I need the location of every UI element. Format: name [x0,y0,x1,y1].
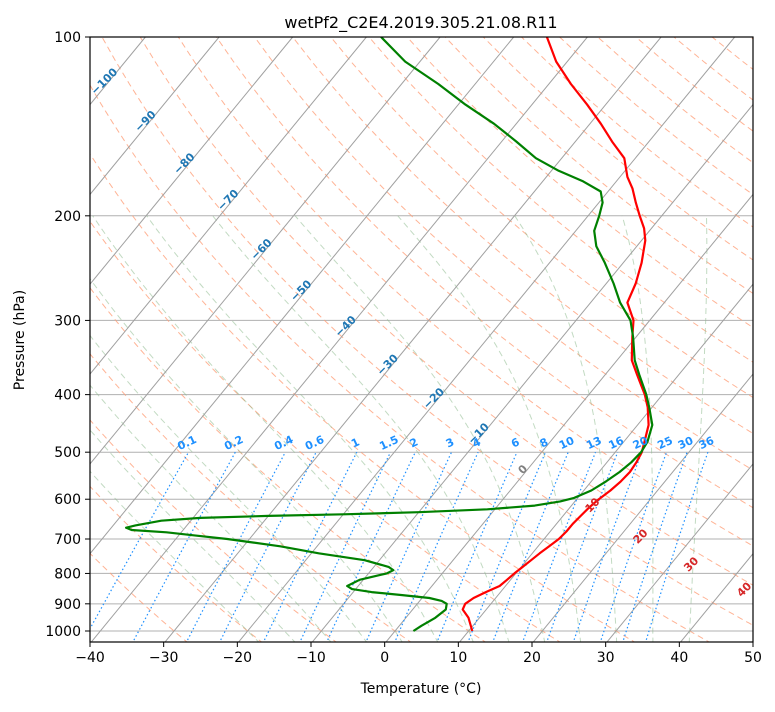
moist-adiabat-line [689,216,707,644]
dry-adiabat-line [331,37,775,644]
isotherm-label: −30 [374,351,401,378]
isotherm-label: −40 [332,313,359,340]
moist-adiabat-line [0,216,260,644]
isotherm-label: −100 [88,65,120,97]
x-tick-label: 50 [744,650,762,666]
mixing-ratio-line [645,452,708,643]
dry-adiabat-line [255,37,775,644]
dry-adiabat-line [0,37,413,644]
y-tick-label: 900 [54,597,81,613]
chart-title: wetPf2_C2E4.2019.305.21.08.R11 [284,13,557,33]
mixing-ratio-line [219,452,316,643]
dry-adiabat-line [560,37,775,644]
moist-adiabat-line [0,216,296,644]
dry-adiabat-line [0,37,488,644]
dry-adiabat-line [674,37,775,644]
isotherm-label: −90 [132,108,159,135]
mixing-ratio-label: 6 [509,435,522,450]
plot-frame [90,37,753,642]
mixing-ratio-label: 1.5 [377,433,400,453]
isotherm-line [0,37,440,644]
dry-adiabat-line [64,37,712,644]
dry-adiabat-line [0,37,562,644]
y-tick-label: 400 [54,388,81,404]
mixing-ratio-label: 20 [631,434,651,452]
mixing-ratio-line [186,452,285,643]
isotherm-line [90,37,587,644]
mixing-ratio-line [299,452,390,643]
y-tick-label: 600 [54,492,81,508]
mixing-ratio-line [436,452,517,643]
mixing-ratio-line [492,452,568,643]
isotherm-line [164,37,661,644]
mixing-ratio-label: 0.2 [222,433,245,453]
moist-adiabat-label: 20 [631,526,651,546]
dry-adiabat-line [445,37,775,644]
x-tick-label: 0 [380,650,389,666]
mixing-ratio-label: 0.1 [175,433,198,453]
x-tick-label: 20 [523,650,541,666]
isotherm-label: −80 [171,150,198,177]
x-axis-label: Temperature (°C) [360,681,482,697]
profile-lines [126,37,652,631]
x-tick-label: 10 [449,650,467,666]
y-tick-label: 200 [54,209,81,225]
dry-adiabat-line [0,37,189,644]
isotherm-line [16,37,513,644]
isotherm-label: −50 [288,277,315,304]
isotherm-label: −60 [248,236,275,263]
background-lines [0,37,775,644]
moist-adiabat-line [48,216,404,644]
x-tick-label: −20 [223,650,253,666]
dry-adiabat-line [0,37,338,644]
mixing-ratio-label: 2 [408,436,420,451]
dry-adiabat-line [0,37,264,644]
x-tick-label: −40 [75,650,105,666]
y-tick-label: 1000 [45,624,81,640]
dry-adiabat-line [178,37,775,644]
moist-adiabat-label: 40 [734,579,754,599]
isotherm-label: −20 [421,385,448,412]
isotherm-line [532,37,775,644]
mixing-ratio-line [468,452,546,643]
dry-adiabat-line [369,37,775,644]
mixing-ratio-label: 30 [676,434,696,452]
dewpoint-profile-line [126,37,652,631]
mixing-ratio-label: 8 [538,436,550,451]
mixing-ratio-line [82,452,189,643]
isotherm-line [753,37,775,644]
mixing-ratio-label: 16 [607,434,627,452]
y-tick-label: 500 [54,445,81,461]
x-tick-label: −10 [296,650,326,666]
mixing-ratio-label: 3 [444,436,456,451]
y-tick-label: 700 [54,532,81,548]
mixing-ratio-label: 13 [584,434,603,452]
isotherm-label: −70 [215,187,242,214]
mixing-ratio-line [263,452,357,643]
y-axis-label: Pressure (hPa) [12,290,28,390]
y-tick-label: 100 [54,30,81,46]
isotherm-line [0,37,72,644]
mixing-ratio-label: 10 [557,434,577,452]
y-tick-label: 300 [54,313,81,329]
x-tick-label: −30 [149,650,179,666]
moist-adiabat-label: 30 [681,554,701,574]
dry-adiabat-line [750,37,775,644]
y-tick-label: 800 [54,566,81,582]
x-tick-label: 30 [597,650,615,666]
x-tick-label: 40 [670,650,688,666]
dry-adiabat-line [712,37,775,644]
